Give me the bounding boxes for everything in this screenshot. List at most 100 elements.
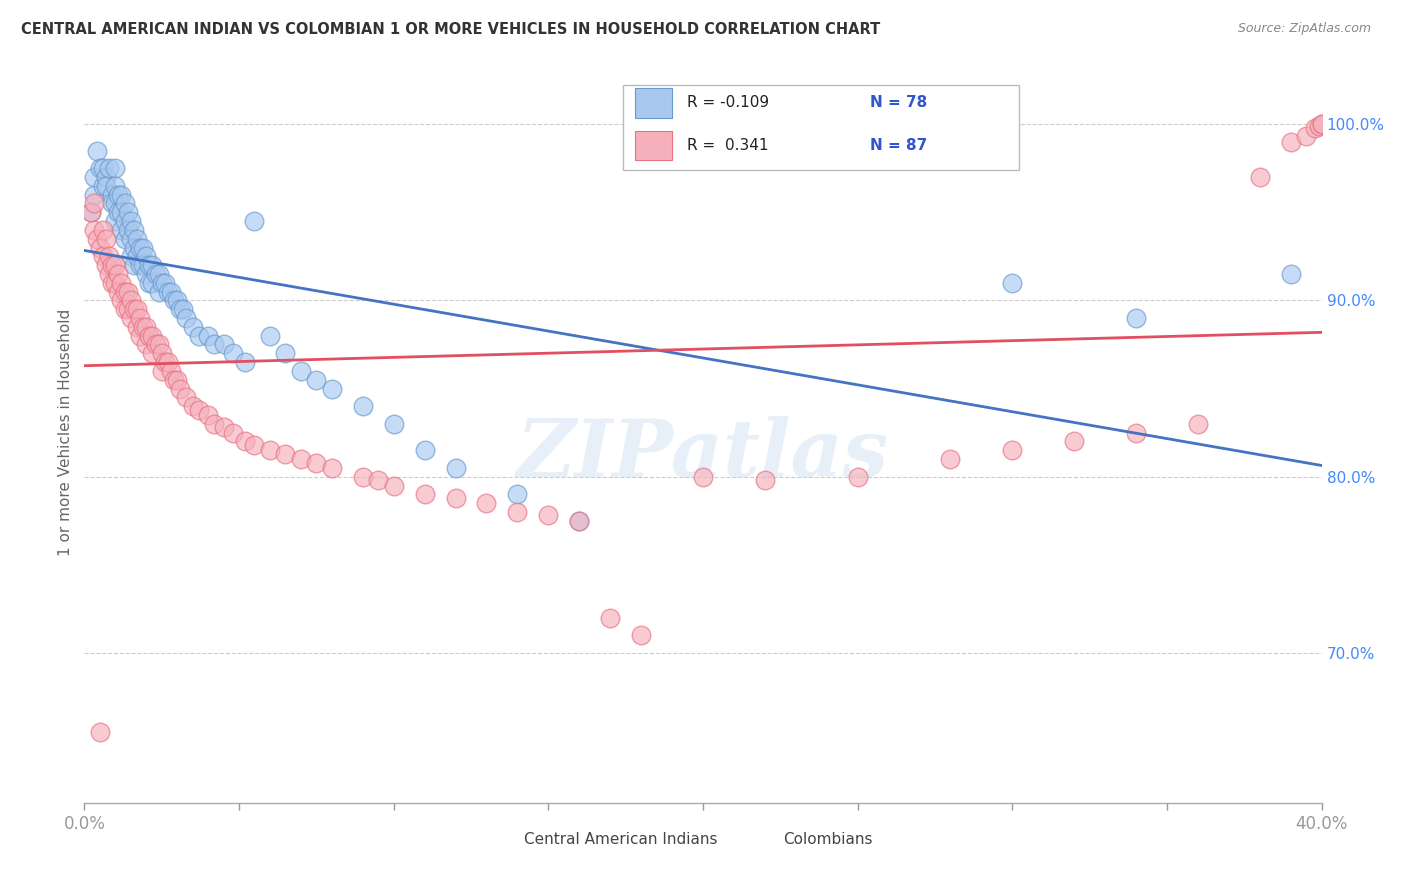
Point xyxy=(107,267,129,281)
Point xyxy=(160,285,183,299)
Point xyxy=(1001,276,1024,290)
Point xyxy=(91,161,114,176)
Point xyxy=(141,328,163,343)
Text: CENTRAL AMERICAN INDIAN VS COLOMBIAN 1 OR MORE VEHICLES IN HOUSEHOLD CORRELATION: CENTRAL AMERICAN INDIAN VS COLOMBIAN 1 O… xyxy=(21,22,880,37)
Point xyxy=(939,452,962,467)
Point xyxy=(176,311,198,326)
Point xyxy=(145,267,167,281)
Point xyxy=(79,205,101,219)
Point xyxy=(129,240,152,254)
Point xyxy=(122,258,145,272)
Point xyxy=(138,276,160,290)
Point xyxy=(274,346,297,360)
Point xyxy=(129,328,152,343)
Point xyxy=(163,373,186,387)
Point xyxy=(156,285,179,299)
Point xyxy=(117,223,139,237)
Point xyxy=(101,196,124,211)
Point xyxy=(135,267,157,281)
Point xyxy=(160,364,183,378)
Point xyxy=(202,417,225,431)
Point xyxy=(83,169,105,184)
Point xyxy=(129,311,152,326)
Point xyxy=(114,285,136,299)
Point xyxy=(692,469,714,483)
Point xyxy=(135,337,157,351)
Point xyxy=(122,302,145,317)
Point xyxy=(321,461,343,475)
Text: R = -0.109: R = -0.109 xyxy=(688,95,769,111)
Point xyxy=(754,473,776,487)
Point xyxy=(114,302,136,317)
Point xyxy=(98,267,121,281)
Text: Source: ZipAtlas.com: Source: ZipAtlas.com xyxy=(1237,22,1371,36)
Point xyxy=(222,425,245,440)
Point xyxy=(475,496,498,510)
Point xyxy=(599,611,621,625)
Point xyxy=(846,469,869,483)
Point xyxy=(630,628,652,642)
Point xyxy=(187,402,209,417)
Point xyxy=(187,328,209,343)
Point xyxy=(125,232,148,246)
Point xyxy=(243,438,266,452)
Point xyxy=(141,346,163,360)
Point xyxy=(166,373,188,387)
Point xyxy=(181,399,204,413)
Point xyxy=(568,514,591,528)
Point xyxy=(94,232,117,246)
Text: R =  0.341: R = 0.341 xyxy=(688,138,769,153)
Point xyxy=(413,487,436,501)
Point xyxy=(169,382,191,396)
Point xyxy=(181,319,204,334)
Point xyxy=(98,249,121,263)
Point xyxy=(114,232,136,246)
Point xyxy=(94,258,117,272)
Point xyxy=(104,161,127,176)
Point xyxy=(382,417,405,431)
Text: N = 78: N = 78 xyxy=(870,95,928,111)
Point xyxy=(148,285,170,299)
FancyBboxPatch shape xyxy=(481,832,508,855)
Point xyxy=(89,725,111,739)
Point xyxy=(98,161,121,176)
Point xyxy=(222,346,245,360)
Point xyxy=(110,293,132,308)
Point xyxy=(83,187,105,202)
Point xyxy=(1310,117,1333,131)
Point xyxy=(101,276,124,290)
FancyBboxPatch shape xyxy=(623,85,1018,169)
Point xyxy=(172,302,194,317)
Point xyxy=(169,302,191,317)
Point xyxy=(163,293,186,308)
Point xyxy=(114,214,136,228)
Text: ZIPatlas: ZIPatlas xyxy=(517,416,889,493)
Point xyxy=(135,249,157,263)
FancyBboxPatch shape xyxy=(636,88,672,118)
Point xyxy=(506,487,529,501)
Point xyxy=(104,196,127,211)
Point xyxy=(537,508,560,523)
Point xyxy=(122,223,145,237)
Point xyxy=(125,249,148,263)
Point xyxy=(145,337,167,351)
Point xyxy=(506,505,529,519)
Point xyxy=(120,293,142,308)
Point xyxy=(1249,169,1271,184)
Point xyxy=(150,364,173,378)
Point xyxy=(321,382,343,396)
Point xyxy=(153,355,176,369)
Point xyxy=(79,205,101,219)
FancyBboxPatch shape xyxy=(636,130,672,161)
Point xyxy=(89,161,111,176)
Point xyxy=(1001,443,1024,458)
Point xyxy=(367,473,389,487)
Point xyxy=(176,390,198,404)
Point xyxy=(129,258,152,272)
Text: N = 87: N = 87 xyxy=(870,138,928,153)
Point xyxy=(132,258,155,272)
Point xyxy=(104,178,127,193)
Point xyxy=(197,328,219,343)
Point xyxy=(107,285,129,299)
Text: Central American Indians: Central American Indians xyxy=(523,831,717,847)
